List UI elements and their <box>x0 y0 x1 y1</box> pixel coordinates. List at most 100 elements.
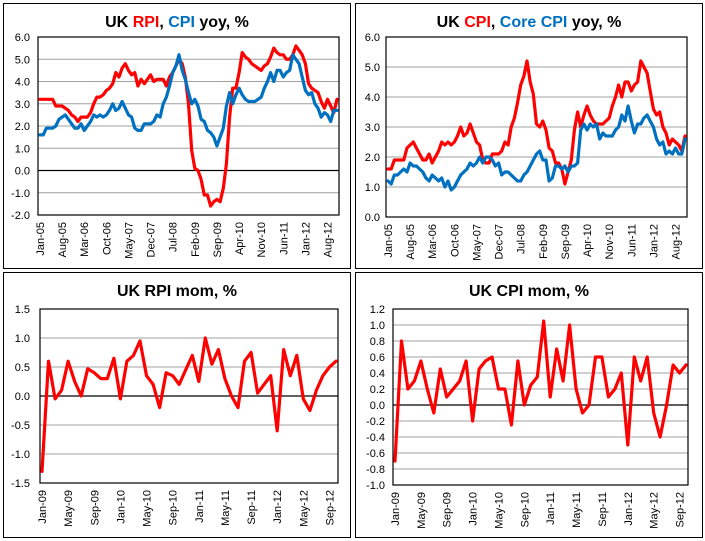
x-tick-label: Nov-10 <box>256 222 268 257</box>
y-tick-label: 4.0 <box>365 92 380 104</box>
x-tick-label: Jan-05 <box>383 224 395 258</box>
y-tick-label: 0.2 <box>370 384 385 396</box>
x-tick-label: Jan-12 <box>272 490 284 524</box>
x-tick-label: Mar-06 <box>79 222 91 257</box>
x-tick-label: Jan-09 <box>390 492 402 526</box>
x-tick-label: May-11 <box>571 492 583 528</box>
x-tick-label: Aug-12 <box>323 222 335 257</box>
chart-title: UK RPI mom, % <box>117 283 237 300</box>
y-tick-label: 5.0 <box>365 62 380 74</box>
plot-area-border <box>37 36 340 216</box>
x-tick-label: Sep-09 <box>89 490 101 525</box>
chart-title-part: yoy, % <box>195 14 249 31</box>
y-tick-label: 0.0 <box>15 166 30 178</box>
y-tick-label: -1.0 <box>11 188 30 200</box>
x-tick-label: Oct-06 <box>449 224 461 257</box>
x-tick-label: Oct-06 <box>101 222 113 255</box>
chart-title: UK RPI, CPI yoy, % <box>105 14 249 31</box>
y-tick-label: 3.0 <box>15 99 30 111</box>
y-tick-label: 1.5 <box>15 304 30 316</box>
x-tick-label: Apr-10 <box>582 224 594 257</box>
chart-panel-rpi-mom <box>3 272 351 538</box>
x-tick-label: May-07 <box>123 222 135 259</box>
y-tick-label: 0.4 <box>370 368 385 380</box>
y-tick-label: 2.0 <box>365 152 380 164</box>
x-tick-label: May-09 <box>416 492 428 529</box>
plot-area-border <box>392 308 689 486</box>
chart-title-part: CPI <box>464 14 491 31</box>
x-tick-label: Mar-06 <box>427 224 439 259</box>
x-tick-label: Aug-05 <box>405 224 417 259</box>
x-tick-label: Sep-09 <box>560 224 572 259</box>
x-tick-label: Sep-09 <box>212 222 224 257</box>
x-tick-label: May-12 <box>649 492 661 529</box>
x-tick-label: May-07 <box>471 224 483 261</box>
y-tick-label: 5.0 <box>15 54 30 66</box>
x-tick-label: Jan-12 <box>648 224 660 258</box>
chart-title-part: yoy, % <box>567 14 621 31</box>
chart-title-part: , <box>491 14 500 31</box>
x-tick-label: Sep-09 <box>442 492 454 527</box>
chart-panel-cpi-core-yoy <box>355 3 703 269</box>
x-tick-label: Jul-08 <box>516 224 528 254</box>
rpi-cpi-yoy-chart: UK RPI, CPI yoy, % -2.0 -1.0 0.0 1.0 2.0 3.0 4.… <box>11 14 340 259</box>
x-tick-label: Jul-08 <box>168 222 180 252</box>
series-line-cpi-mom <box>393 319 688 463</box>
x-tick-label: Jan-11 <box>545 492 557 525</box>
y-tick-label: -0.5 <box>11 420 30 432</box>
x-tick-label: Sep-10 <box>519 492 531 527</box>
x-tick-label: Jun-11 <box>278 222 290 255</box>
x-tick-label: May-11 <box>220 490 232 526</box>
y-tick-label: 1.0 <box>370 320 385 332</box>
x-tick-label: Jan-10 <box>468 492 480 526</box>
y-tick-label: 1.0 <box>15 143 30 155</box>
y-tick-label: -0.2 <box>366 416 385 428</box>
x-tick-label: Jan-12 <box>623 492 635 526</box>
x-tick-label: Dec-07 <box>146 222 158 257</box>
x-tick-label: Sep-12 <box>324 490 336 525</box>
y-tick-label: 1.0 <box>365 182 380 194</box>
x-tick-label: Sep-10 <box>168 490 180 525</box>
chart-panel-rpi-cpi-yoy <box>3 3 351 269</box>
cpi-core-yoy-chart: UK CPI, Core CPI yoy, % 0.0 1.0 2.0 3.0 4.0 5.… <box>365 14 688 261</box>
y-tick-label: -0.6 <box>366 448 385 460</box>
chart-title-part: RPI <box>133 14 160 31</box>
x-tick-label: May-09 <box>63 490 75 527</box>
x-tick-label: Apr-10 <box>234 222 246 255</box>
x-tick-label: May-12 <box>298 490 310 527</box>
y-tick-label: 1.2 <box>370 304 385 316</box>
y-tick-label: 6.0 <box>365 32 380 44</box>
y-tick-label: 0.5 <box>15 362 30 374</box>
cpi-mom-chart: UK CPI mom, % -1.0 -0.8 -0.6 -0.4 -0.2 0.0 0.2 0… <box>366 283 689 529</box>
x-tick-label: Jan-11 <box>194 490 206 523</box>
x-tick-label: Nov-10 <box>604 224 616 259</box>
chart-title-part: UK CPI mom, % <box>469 283 589 300</box>
x-tick-label: Sep-11 <box>597 492 609 527</box>
x-tick-label: Jun-11 <box>626 224 638 257</box>
y-tick-label: 3.0 <box>365 122 380 134</box>
plot-area-border <box>385 36 688 218</box>
x-tick-label: Sep-12 <box>675 492 687 527</box>
y-tick-label: 4.0 <box>15 77 30 89</box>
x-tick-label: Aug-12 <box>671 224 683 259</box>
y-tick-label: 1.0 <box>15 333 30 345</box>
y-tick-label: -1.0 <box>366 480 385 492</box>
x-tick-label: Jan-09 <box>37 490 49 524</box>
x-tick-label: Jan-12 <box>300 222 312 256</box>
chart-title: UK CPI, Core CPI yoy, % <box>437 14 622 31</box>
chart-title: UK CPI mom, % <box>469 283 589 300</box>
y-tick-label: -1.0 <box>11 449 30 461</box>
series-line-rpi-mom <box>40 336 338 473</box>
x-tick-label: Feb-09 <box>538 224 550 259</box>
y-tick-label: -2.0 <box>11 210 30 222</box>
y-tick-label: 2.0 <box>15 121 30 133</box>
rpi-mom-chart: UK RPI mom, % -1.5 -1.0 -0.5 0.0 0.5 1.0 1.5 Jan… <box>11 283 339 527</box>
x-tick-label: May-10 <box>493 492 505 529</box>
chart-title-part: UK <box>437 14 465 31</box>
y-tick-label: 6.0 <box>15 32 30 44</box>
y-tick-label: 0.0 <box>365 212 380 224</box>
x-tick-label: Dec-07 <box>494 224 506 259</box>
chart-title-part: UK <box>105 14 133 31</box>
x-tick-label: Jan-10 <box>115 490 127 524</box>
